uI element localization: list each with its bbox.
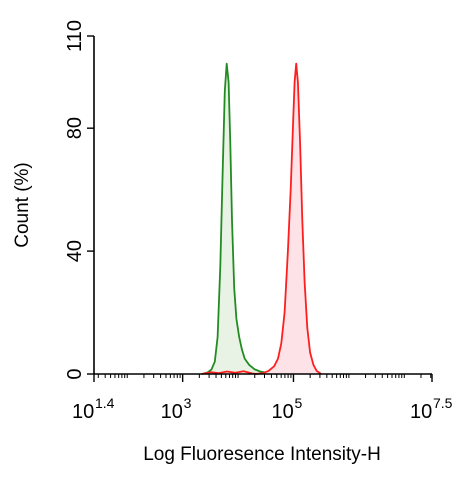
x-tick-exp-0: 1.4 [95,395,115,411]
series-2-line [201,370,258,375]
x-tick-exp-2: 5 [294,395,302,411]
y-axis-title: Count (%) [12,162,33,248]
series-1-line [254,62,322,375]
x-tick-exp-1: 3 [184,395,192,411]
x-tick-base-3: 10 [410,401,432,423]
series-0-fill [202,63,277,374]
axes-layer [93,36,432,375]
series-1-fill [254,63,322,374]
x-axis-title: Log Fluoresence Intensity-H [143,444,381,465]
series-0-line [201,62,277,375]
x-tick-base-2: 10 [271,401,293,423]
y-tick-label-1: 40 [64,240,86,262]
y-tick-label-2: 80 [64,117,86,139]
series-layer [201,62,322,375]
x-tick-base-1: 10 [161,401,183,423]
y-tick-label-0: 0 [64,368,86,379]
x-tick-base-0: 10 [72,401,94,423]
y-tick-label-3: 110 [64,20,86,52]
x-tick-exp-3: 7.5 [433,395,453,411]
